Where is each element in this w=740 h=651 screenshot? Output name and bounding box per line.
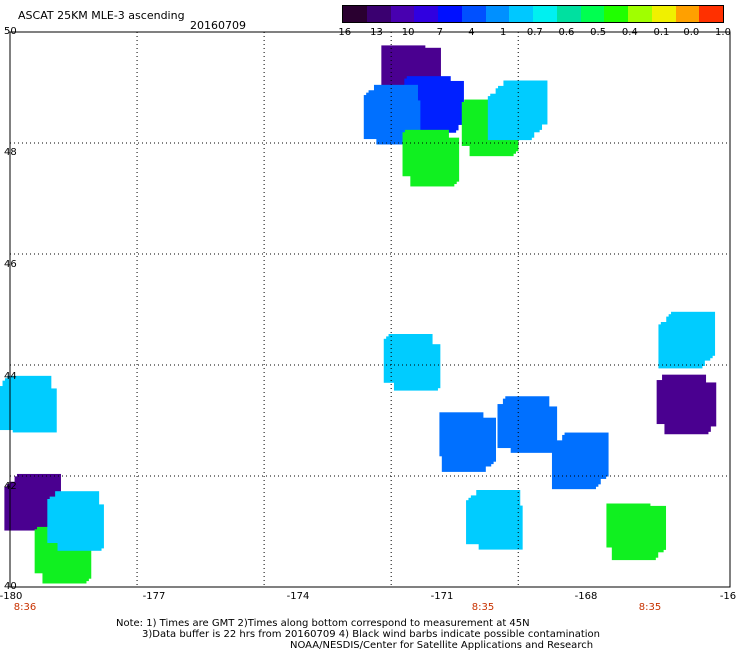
wind-cell-cluster [0, 375, 57, 433]
y-tick-label: 42 [4, 481, 17, 492]
wind-cell-cluster [656, 374, 717, 435]
wind-cell-cluster [658, 311, 716, 369]
orbit-time-label: 8:35 [471, 602, 495, 613]
y-tick-label: 50 [4, 26, 17, 37]
wind-cell-cluster [363, 84, 421, 145]
note-line-1: Note: 1) Times are GMT 2)Times along bot… [116, 618, 530, 629]
wind-cell-cluster [383, 334, 441, 391]
color-scale-swatch [628, 6, 652, 22]
wind-cell-cluster [551, 432, 609, 490]
x-tick-label: -16 [719, 591, 737, 602]
color-scale-swatch [533, 6, 557, 22]
orbit-time-label: 8:35 [638, 602, 662, 613]
wind-cell-cluster [497, 396, 558, 453]
wind-cell-cluster [4, 473, 61, 531]
note-line-3: NOAA/NESDIS/Center for Satellite Applica… [290, 640, 594, 651]
x-tick-label: -168 [574, 591, 598, 602]
wind-cell [503, 80, 548, 125]
color-scale-swatch [343, 6, 367, 22]
wind-cell-cluster [439, 412, 497, 472]
color-scale-swatch [438, 6, 462, 22]
wind-cell [551, 445, 596, 490]
wind-cell-cluster [402, 129, 460, 187]
wind-cell [662, 374, 707, 419]
color-scale-swatch [604, 6, 628, 22]
wind-cell [419, 80, 464, 125]
color-scale-swatch [651, 6, 676, 22]
wind-cell [4, 486, 49, 531]
wind-cell [447, 422, 492, 467]
plot-frame [9, 31, 731, 588]
color-scale-swatch [366, 6, 391, 22]
wind-cell [363, 95, 408, 140]
color-scale-swatch [556, 6, 581, 22]
wind-cell [510, 408, 555, 453]
color-scale-swatch [414, 6, 438, 22]
wind-cell-cluster [47, 491, 104, 551]
color-scale-swatch [509, 6, 533, 22]
y-tick-label: 46 [4, 259, 17, 270]
y-tick-label: 44 [4, 371, 17, 382]
wind-cell [55, 491, 100, 536]
color-scale-swatch [390, 6, 415, 22]
wind-cell [619, 508, 664, 553]
map-date: 20160709 [190, 19, 246, 32]
color-scale-swatch [675, 6, 700, 22]
y-tick-label: 40 [4, 581, 17, 592]
wind-cell-cluster [606, 503, 667, 561]
wind-cell-cluster [404, 76, 464, 133]
x-tick-label: -180 [0, 591, 23, 602]
wind-cell [2, 380, 47, 425]
orbit-time-label: 8:36 [13, 602, 37, 613]
y-tick-label: 48 [4, 147, 17, 158]
color-scale-swatch [580, 6, 605, 22]
x-tick-label: -171 [430, 591, 454, 602]
note-line-2: 3)Data buffer is 22 hrs from 20160709 4)… [142, 629, 600, 640]
wind-cell [666, 316, 711, 361]
x-tick-label: -174 [286, 591, 310, 602]
color-scale-swatch [461, 6, 486, 22]
x-tick-label: -177 [142, 591, 166, 602]
wind-cell-cluster [466, 490, 523, 550]
wind-cell-cluster [487, 80, 548, 141]
wind-cell [410, 142, 455, 187]
wind-cell [383, 338, 428, 383]
color-scale-bar [342, 5, 724, 23]
wind-cell [466, 500, 511, 545]
map-title: ASCAT 25KM MLE-3 ascending [18, 9, 185, 22]
color-scale-swatch [699, 6, 723, 22]
color-scale-swatch [485, 6, 510, 22]
